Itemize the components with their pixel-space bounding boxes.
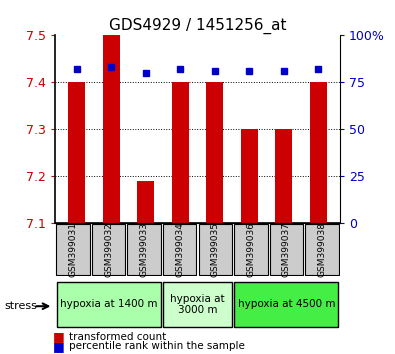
Text: GSM399034: GSM399034 bbox=[175, 222, 184, 277]
Bar bbox=[68, 82, 85, 223]
Bar bbox=[270, 224, 303, 275]
Bar bbox=[310, 82, 327, 223]
Bar bbox=[56, 224, 90, 275]
Bar bbox=[305, 224, 339, 275]
Text: hypoxia at
3000 m: hypoxia at 3000 m bbox=[170, 293, 225, 315]
Bar bbox=[92, 224, 125, 275]
Text: GSM399036: GSM399036 bbox=[246, 222, 255, 277]
Bar bbox=[206, 82, 223, 223]
Bar bbox=[137, 181, 154, 223]
Bar bbox=[172, 82, 189, 223]
Bar bbox=[57, 282, 160, 327]
Text: ■: ■ bbox=[53, 340, 65, 353]
Bar bbox=[235, 282, 338, 327]
Text: hypoxia at 1400 m: hypoxia at 1400 m bbox=[60, 299, 157, 309]
Text: ■: ■ bbox=[53, 331, 65, 343]
Text: hypoxia at 4500 m: hypoxia at 4500 m bbox=[238, 299, 335, 309]
Title: GDS4929 / 1451256_at: GDS4929 / 1451256_at bbox=[109, 18, 286, 34]
Text: GSM399033: GSM399033 bbox=[140, 222, 149, 277]
Bar bbox=[199, 224, 232, 275]
Text: GSM399035: GSM399035 bbox=[211, 222, 220, 277]
Bar bbox=[163, 224, 196, 275]
Bar bbox=[234, 224, 267, 275]
Bar bbox=[103, 35, 120, 223]
Bar bbox=[164, 282, 231, 327]
Text: GSM399032: GSM399032 bbox=[104, 222, 113, 277]
Text: GSM399037: GSM399037 bbox=[282, 222, 291, 277]
Bar bbox=[128, 224, 161, 275]
Bar bbox=[275, 129, 292, 223]
Text: GSM399031: GSM399031 bbox=[69, 222, 77, 277]
Text: stress: stress bbox=[4, 301, 37, 311]
Text: percentile rank within the sample: percentile rank within the sample bbox=[69, 341, 245, 351]
Text: transformed count: transformed count bbox=[69, 332, 166, 342]
Bar bbox=[241, 129, 258, 223]
Text: GSM399038: GSM399038 bbox=[318, 222, 326, 277]
